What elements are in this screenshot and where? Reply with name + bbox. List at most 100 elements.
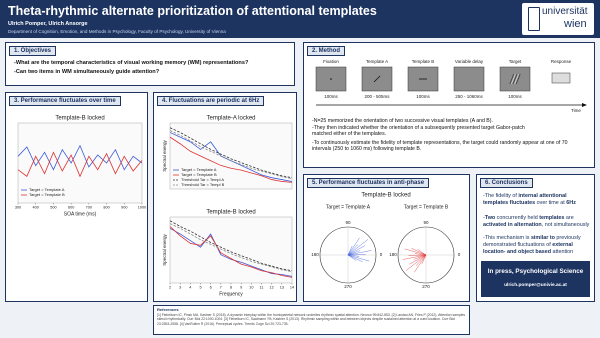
angle-label: 90 [423,220,429,225]
phase-vector [347,245,365,256]
soa-plot: Template-B locked 300 400 500 600 700 800 900 10… [15,116,146,218]
x-tick-label: 3 [179,286,181,290]
x-tick-label: 2 [169,286,171,290]
timeline-label: Target [509,59,522,64]
legend-label: Target = Template B [29,192,65,197]
time-label: Time [571,108,581,113]
gabor-stripe [512,73,518,85]
conclusion-text: attention [551,248,574,255]
x-tick-label: 1000 [138,206,146,210]
x-tick-label: 13 [280,286,284,290]
conclusion: -The fidelity of internal attentional te… [483,193,591,207]
phase-vector [347,250,372,256]
conclusion-text: 6Hz [566,199,576,206]
phase-vector [347,254,360,257]
x-tick-label: 500 [50,206,56,210]
timeline-label: Template B [412,59,435,64]
email: ulrich.pomper@univie.ac.at [504,283,567,288]
phase-vector [421,254,427,264]
references-box: References [1] Fiebelkorn IC, Pinsk MA, … [153,305,470,335]
x-tick-label: 9 [240,286,242,290]
conclusion-text: previously demonstrated fluctuations of [483,235,581,248]
press-box: In press, Psychological Science ulrich.p… [481,261,590,297]
gabor-stripe [509,73,515,85]
conclusion-text: - [483,215,485,221]
phase-vector [347,244,359,256]
phase-vector [347,237,360,256]
legend-label: Target = Template A [181,167,217,172]
periodic-box: 4. Fluctuations are periodic at 6Hz Temp… [153,92,297,302]
x-tick-label: 5 [199,286,201,290]
spectrum-plots: Template-A locked Spectral energy Target =… [162,116,294,298]
phase-vector [405,254,427,271]
x-tick-label: 400 [33,206,39,210]
series-line [169,227,293,277]
polar-title: Template-B locked [361,193,410,199]
phase-vector [404,248,427,256]
section-heading: 5. Performance fluctuates in anti-phase [307,178,430,188]
legend-label: Target = Template B [181,172,217,177]
conclusion: -This mechanism is similar to previously… [483,235,591,255]
conclusion-text: , not simultaneously [541,221,590,228]
phase-vector [347,254,357,261]
phase-vector [402,254,427,260]
y-axis-label: Spectral energy [162,139,167,171]
header: Theta-rhythmic alternate prioritization … [0,0,600,38]
phase-vector [415,254,427,266]
response-keys [551,72,571,84]
series-line [169,220,293,272]
polar-label: Target = Template B [404,204,449,210]
phase-vector [347,239,369,256]
phase-vector [347,254,370,262]
x-tick-label: 900 [121,206,127,210]
timeline-label: Template A [366,59,388,64]
x-tick-label: 300 [15,206,21,210]
timeline-label: Fixation [323,59,339,64]
angle-label: 270 [422,284,430,289]
conclusion-text: activated in alternation [483,221,542,228]
x-axis-label: SOA time (ms) [64,211,97,217]
legend-label: Target = Template A [29,187,65,192]
series-line [17,151,143,178]
section-heading: 1. Objectives [9,46,57,56]
conclusion-text: Two [484,215,496,221]
conclusion: -Two concurrently held templates are act… [483,215,591,229]
series-line [169,136,293,183]
timeline-duration: 100ms [324,94,338,99]
performance-box: 3. Performance fluctuates over time Temp… [5,92,148,302]
phase-vector [347,246,353,256]
phase-vector [413,254,427,260]
section-heading: 6. Conclusions [480,178,533,188]
x-axis-label: Frequency [219,291,243,297]
series-line [169,130,293,180]
section-heading: 2. Method [307,46,345,56]
angle-label: 0 [458,252,461,257]
references-text: [1] Fiebelkorn IC, Pinsk MA, Kastner S (… [157,313,466,326]
phase-vector [417,249,427,256]
angle-label: 0 [380,252,383,257]
x-tick-label: 800 [103,206,109,210]
time-arrowhead [582,103,587,107]
polar-label: Target = Template A [326,204,371,210]
objective: -What are the temporal characteristics o… [14,60,249,66]
conclusion-text: -The fidelity of [483,193,519,199]
x-tick-label: 600 [68,206,74,210]
polar-plots: Template-B locked Target = Template A 90 18… [311,193,461,290]
section-heading: 4. Fluctuations are periodic at 6Hz [157,96,265,106]
references-heading: References [157,307,179,312]
angle-label: 180 [389,252,397,257]
phase-vector [414,253,427,256]
timeline-duration: 250 - 1060ms [455,94,483,99]
conclusion-text: -This mechanism is [483,235,531,241]
phase-vector [409,254,427,265]
gabor-stripe [515,73,521,85]
timeline: Fixation 100ms Template A 200 - 505ms Templa… [315,59,587,113]
x-tick-label: 14 [290,286,294,290]
series-line [17,144,143,171]
gabor-stripe [514,73,519,85]
title: Theta-rhythmic alternate prioritization … [8,4,377,18]
phase-vector [347,250,361,256]
fixation-dot [330,78,332,80]
method-box: 2. Method Fixation 100ms Template A 200 - 5… [303,42,595,168]
